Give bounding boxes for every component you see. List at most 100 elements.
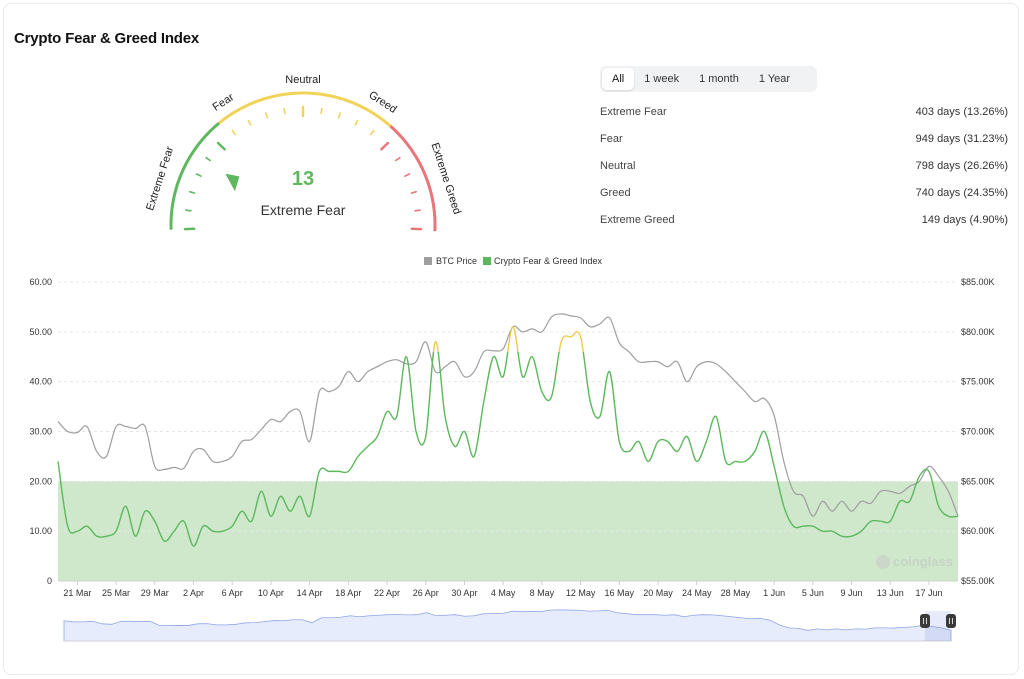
- tab-all[interactable]: All: [602, 68, 635, 90]
- gauge-arc-segment: [342, 97, 347, 102]
- gauge-arc-segment: [332, 94, 337, 99]
- gauge-arc-segment: [218, 119, 224, 125]
- gauge-arc-segment: [429, 192, 434, 198]
- x-tick-label: 1 Jun: [763, 588, 785, 598]
- gauge-arc-segment: [396, 132, 402, 138]
- x-tick-label: 25 Mar: [102, 588, 130, 598]
- gauge-tick: [205, 156, 212, 162]
- gauge-arc-segment: [247, 101, 253, 107]
- gauge-arc-segment: [389, 125, 395, 130]
- gauge-arc-segment: [426, 182, 431, 188]
- gauge-arc-segment: [220, 117, 226, 123]
- gauge-tick: [394, 156, 401, 162]
- gauge-arc-segment: [170, 204, 175, 210]
- gauge-arc-segment: [175, 181, 180, 186]
- gauge-arc-segment: [274, 93, 279, 98]
- gauge-arc-segment: [277, 93, 282, 97]
- gauge-arc-segment: [198, 138, 204, 144]
- y-right-tick-label: $85.00K: [961, 277, 995, 287]
- x-tick-label: 20 May: [643, 588, 673, 598]
- navigator-right-handle[interactable]: [946, 614, 956, 628]
- gauge-arc-segment: [413, 154, 419, 160]
- gauge-arc-segment: [364, 107, 370, 112]
- x-tick-label: 6 Apr: [222, 588, 243, 598]
- stat-label: Greed: [600, 187, 631, 199]
- legend-swatch-btc: [424, 257, 432, 265]
- gauge-arc-segment: [386, 122, 392, 128]
- gauge-tick: [404, 173, 411, 177]
- y-right-tick-label: $65.00K: [961, 476, 995, 486]
- gauge-arc-segment: [381, 118, 387, 124]
- y-left-tick-label: 0: [47, 576, 52, 586]
- gauge-arc-segment: [423, 172, 428, 178]
- gauge-arc-segment: [205, 131, 211, 137]
- tab-1-week[interactable]: 1 week: [644, 73, 680, 85]
- x-tick-label: 10 Apr: [258, 588, 284, 598]
- stat-label: Neutral: [600, 160, 636, 172]
- gauge-tick: [247, 119, 252, 126]
- gauge-arc-segment: [415, 157, 420, 163]
- y-left-tick-label: 30.00: [29, 427, 52, 437]
- chart-legend: BTC Price Crypto Fear & Greed Index: [424, 256, 603, 266]
- gauge-arc-segment: [263, 96, 269, 101]
- gauge-tick: [216, 141, 226, 151]
- stat-label: Extreme Greed: [600, 214, 675, 226]
- gauge-tick: [380, 141, 390, 151]
- gauge-arc-segment: [280, 92, 286, 97]
- gauge-arc-segment: [428, 189, 433, 194]
- y-right-tick-label: $80.00K: [961, 327, 995, 337]
- gauge-arc-segment: [338, 96, 344, 101]
- gauge-arc-segment: [183, 161, 189, 167]
- btc-price-line: [57, 313, 959, 517]
- x-tick-label: 5 Jun: [802, 588, 824, 598]
- gauge-arc-segment: [384, 120, 390, 126]
- x-tick-label: 8 May: [530, 588, 555, 598]
- gauge-tick: [185, 209, 192, 212]
- gauge-tick: [354, 119, 359, 126]
- gauge-arc-segment: [172, 191, 177, 196]
- coinglass-watermark: coinglass: [876, 554, 953, 569]
- y-left-tick-label: 10.00: [29, 526, 52, 536]
- x-tick-label: 29 Mar: [141, 588, 169, 598]
- stat-value: 403 days (13.26%): [915, 106, 1008, 118]
- tab-1-month[interactable]: 1 month: [699, 73, 739, 85]
- gauge-arc-segment: [391, 127, 397, 133]
- x-tick-label: 26 Apr: [413, 588, 439, 598]
- gauge-arc-segment: [177, 174, 183, 180]
- gauge-arc-segment: [394, 129, 400, 135]
- stat-value: 149 days (4.90%): [921, 214, 1008, 226]
- gauge-arc-segment: [194, 144, 200, 150]
- stat-row: Extreme Fear 403 days (13.26%): [600, 100, 1008, 127]
- gauge-arc-segment: [210, 126, 216, 132]
- gauge-arc-segment: [345, 98, 351, 103]
- tab-1-year[interactable]: 1 Year: [758, 73, 791, 85]
- stat-value: 740 days (24.35%): [915, 187, 1008, 199]
- legend-swatch-index[interactable]: [483, 257, 491, 265]
- gauge-arc-segment: [430, 196, 435, 201]
- x-tick-label: 14 Apr: [297, 588, 323, 598]
- y-right-tick-label: $70.00K: [961, 427, 995, 437]
- gauge-classification: Extreme Fear: [261, 202, 346, 218]
- gauge-tick: [337, 112, 342, 119]
- navigator-left-handle[interactable]: [920, 614, 930, 628]
- x-tick-label: 17 Jun: [915, 588, 942, 598]
- gauge-arc-segment: [207, 128, 213, 134]
- range-navigator: [63, 609, 956, 642]
- gauge-arc-segment: [179, 171, 184, 177]
- gauge-arc-segment: [238, 106, 244, 111]
- gauge-arc-segment: [180, 168, 185, 173]
- gauge-arc-segment: [244, 103, 250, 108]
- stat-row: Fear 949 days (31.23%): [600, 127, 1008, 154]
- legend-label-index[interactable]: Crypto Fear & Greed Index: [494, 256, 603, 266]
- gauge-arc-segment: [424, 176, 429, 181]
- stats-table: Extreme Fear 403 days (13.26%) Fear 949 day…: [600, 100, 1008, 235]
- x-tick-label: 16 May: [605, 588, 635, 598]
- gauge-arc-segment: [431, 199, 435, 204]
- gauge-arc-segment: [188, 152, 194, 158]
- gauge-arc-segment: [403, 140, 409, 146]
- gauge-arc-segment: [203, 133, 208, 139]
- gauge-arc-segment: [328, 94, 334, 98]
- gauge-arc-segment: [212, 123, 218, 129]
- gauge-arc-segment: [229, 111, 235, 117]
- gauge-tick: [320, 107, 323, 115]
